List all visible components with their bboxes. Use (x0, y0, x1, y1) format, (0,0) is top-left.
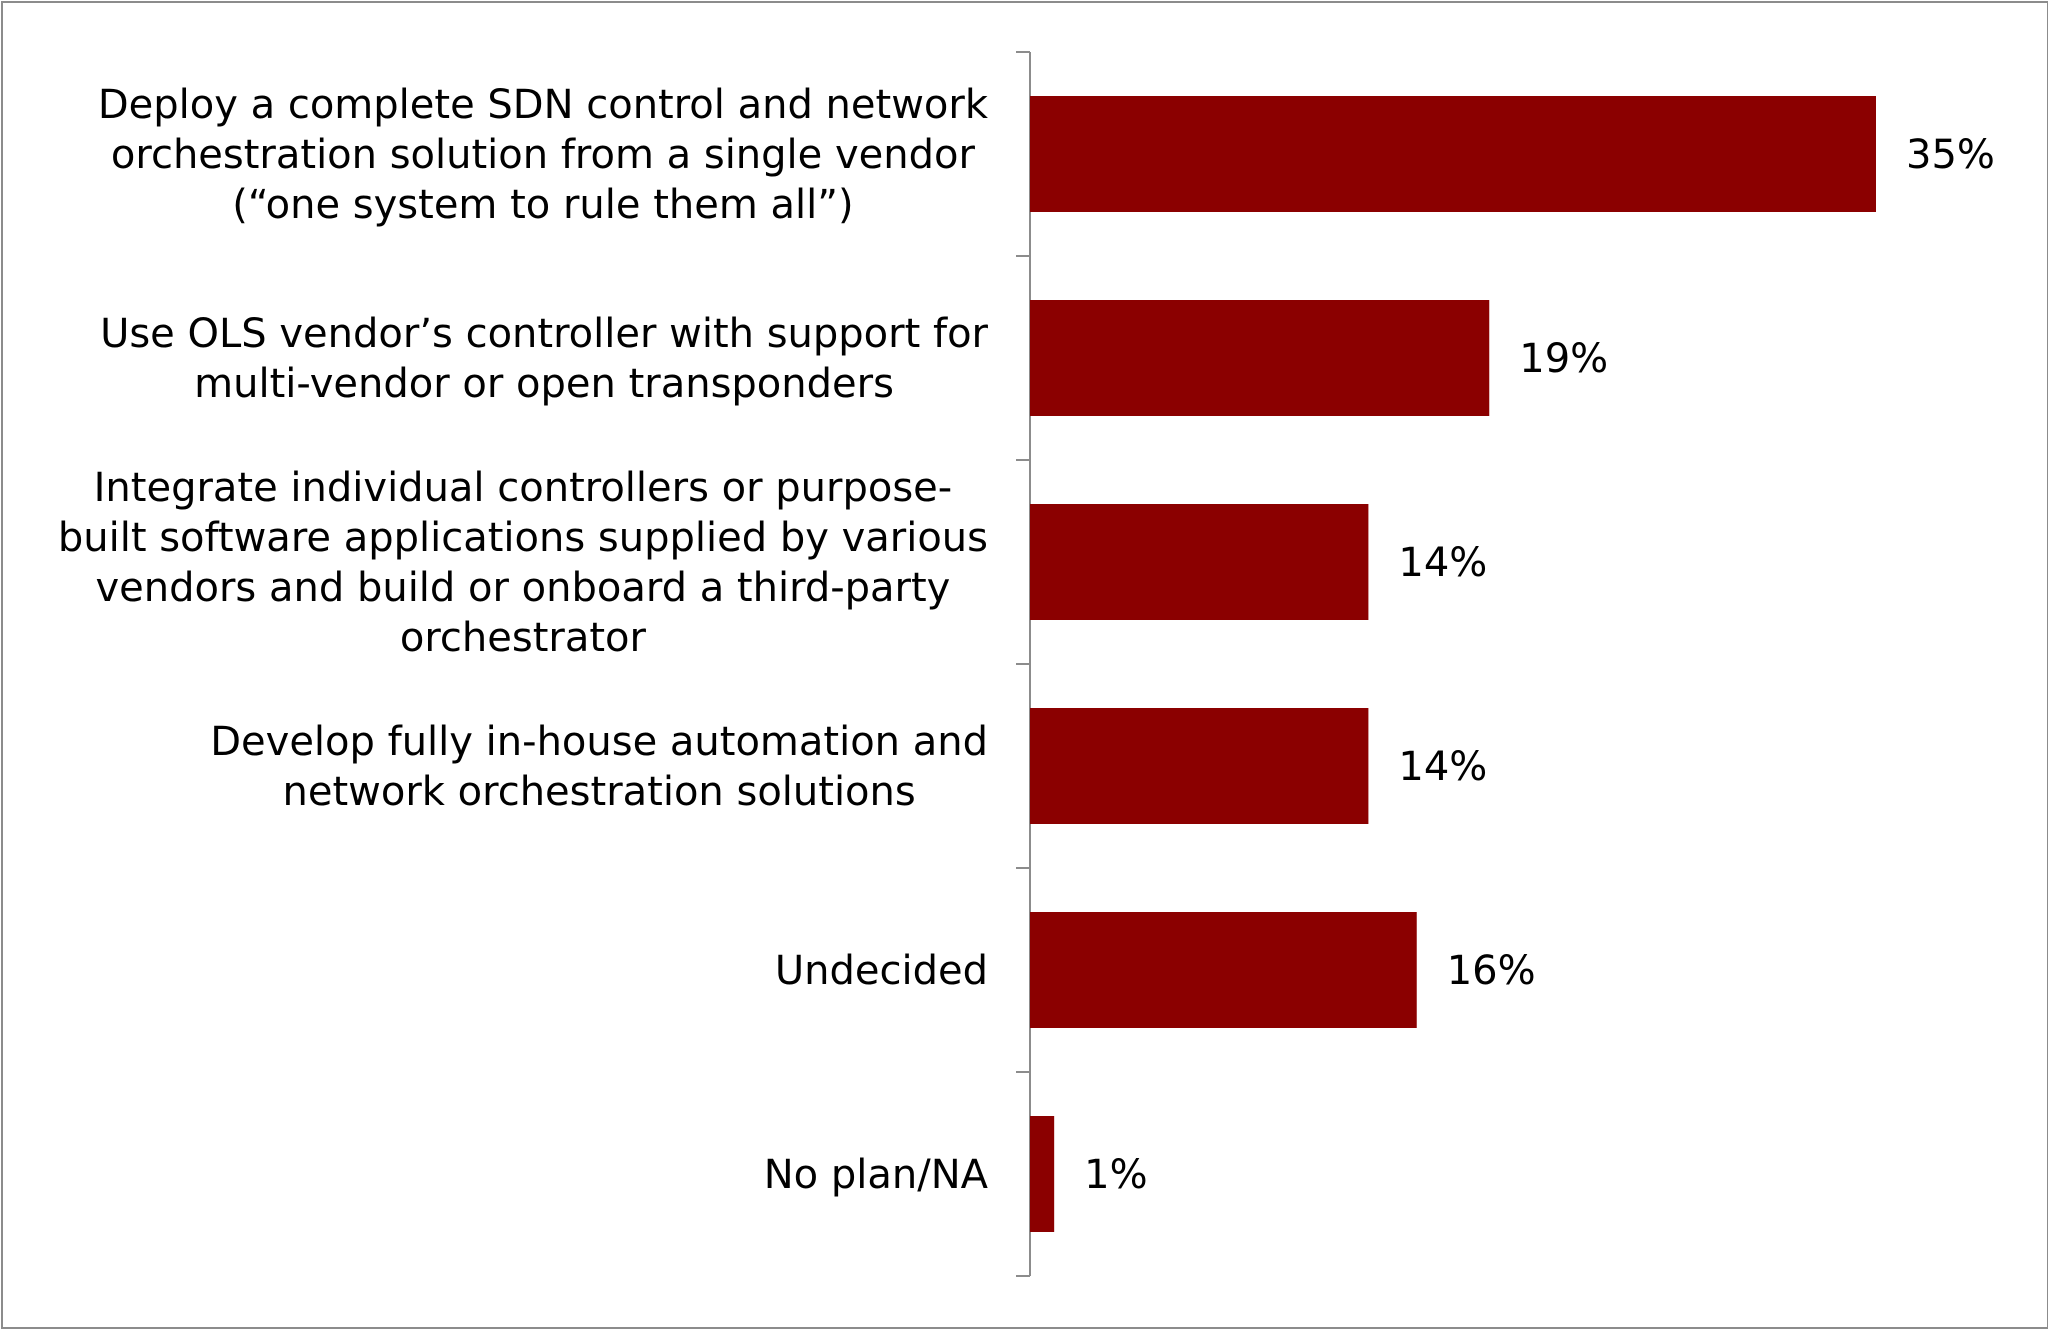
bar (1030, 300, 1490, 416)
bar (1030, 504, 1369, 620)
category-label-line: orchestration solution from a single ven… (111, 132, 976, 178)
category-label-line: orchestrator (400, 615, 647, 661)
bar (1030, 912, 1417, 1028)
category-label: Integrate individual controllers or purp… (58, 465, 988, 661)
category-label-line: network orchestration solutions (283, 769, 916, 815)
bars-layer (1030, 96, 1876, 1232)
category-label-line: Integrate individual controllers or purp… (94, 465, 953, 511)
labels-layer: 35% Deploy a complete SDN control and net… (58, 82, 1995, 1198)
data-label: 35% (1906, 132, 1995, 178)
category-label: Develop fully in-house automation and net… (210, 719, 988, 815)
category-label-line: Undecided (775, 948, 988, 994)
category-label-line: vendors and build or onboard a third-par… (95, 565, 950, 611)
category-label-line: Use OLS vendor’s controller with support… (100, 311, 988, 357)
data-label: 14% (1398, 540, 1487, 586)
category-label-line: Deploy a complete SDN control and networ… (98, 82, 989, 128)
category-label-line: Develop fully in-house automation and (210, 719, 988, 765)
bar (1030, 96, 1876, 212)
category-label: Use OLS vendor’s controller with support… (100, 311, 988, 407)
category-label-line: (“one system to rule them all”) (232, 182, 853, 228)
category-label: No plan/NA (764, 1152, 989, 1198)
category-label: Deploy a complete SDN control and networ… (98, 82, 989, 228)
category-label-line: No plan/NA (764, 1152, 989, 1198)
bar (1030, 1116, 1055, 1232)
bar (1030, 708, 1369, 824)
data-label: 14% (1398, 744, 1487, 790)
category-label: Undecided (775, 948, 988, 994)
data-label: 1% (1084, 1152, 1147, 1198)
category-label-line: built software applications supplied by … (58, 515, 988, 561)
axis-layer (1016, 51, 1031, 1277)
data-label: 19% (1519, 336, 1608, 382)
data-label: 16% (1447, 948, 1536, 994)
category-label-line: multi-vendor or open transponders (194, 361, 894, 407)
